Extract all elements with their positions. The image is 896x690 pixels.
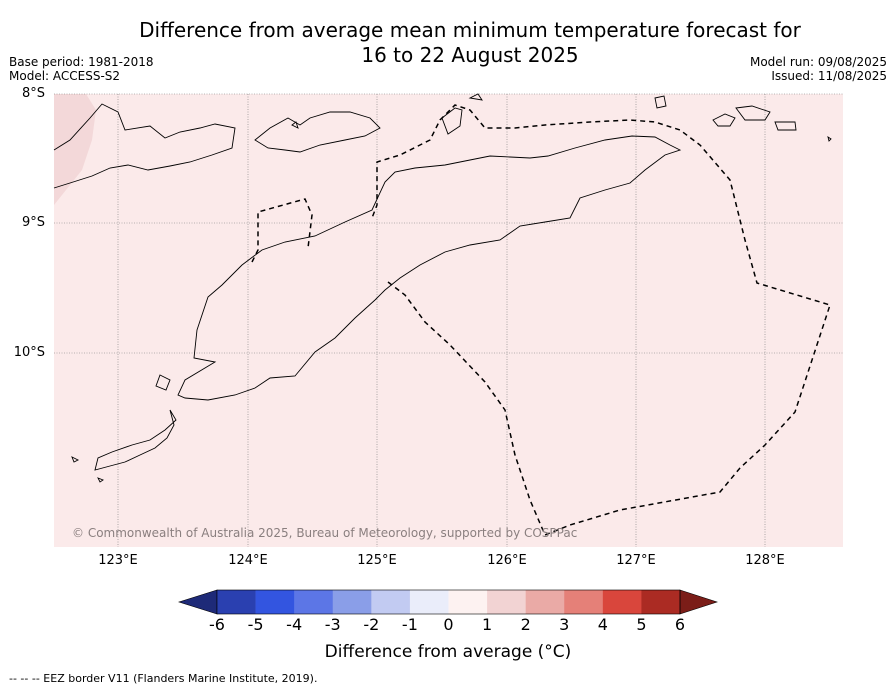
- colorbar-tick-label: -4: [286, 615, 303, 634]
- timor-island-outline: [177, 135, 682, 401]
- colorbar-tick-label: 4: [597, 615, 608, 634]
- eez-border-oecusse: [251, 198, 313, 263]
- shaded-region: [54, 94, 96, 205]
- lon-label-125e: 125°E: [357, 553, 397, 568]
- lon-label-123e: 123°E: [98, 553, 138, 568]
- colorbar-tick-label: 5: [636, 615, 647, 634]
- colorbar-tick-label: 2: [520, 615, 531, 634]
- model-run: Model run: 09/08/2025: [749, 55, 887, 69]
- tiny-island-north: [291, 121, 299, 129]
- colorbar-tick-label: 0: [443, 615, 454, 634]
- copyright-notice: © Commonwealth of Australia 2025, Bureau…: [72, 526, 578, 540]
- leti-moa-outline: [712, 113, 736, 127]
- sermata-outline: [774, 121, 797, 131]
- small-island-2: [97, 477, 104, 483]
- eez-border: [251, 104, 831, 536]
- atauro-island-outline: [441, 107, 463, 135]
- flores-chain-outline: [53, 103, 236, 189]
- lakor-outline: [735, 105, 771, 121]
- colorbar-tick-label: 3: [559, 615, 570, 634]
- small-island-1: [71, 456, 80, 463]
- map-background: [54, 94, 843, 547]
- lon-label-124e: 124°E: [228, 553, 268, 568]
- issued-date: Issued: 11/08/2025: [771, 69, 887, 83]
- eez-footnote: -- -- -- EEZ border V11 (Flanders Marine…: [9, 672, 318, 685]
- title-line-2: 16 to 22 August 2025: [361, 43, 579, 67]
- eez-border-timor-leste: [371, 104, 831, 536]
- colorbar-tick-label: -2: [363, 615, 380, 634]
- metadata-right: Model run: 09/08/2025 Issued: 11/08/2025: [750, 55, 887, 83]
- tiny-island-east: [827, 135, 832, 142]
- small-island-3: [155, 374, 171, 391]
- metadata-left: Base period: 1981-2018 Model: ACCESS-S2: [9, 55, 154, 83]
- lat-label-9s: 9°S: [21, 215, 45, 230]
- map-title: Difference from average mean minimum tem…: [0, 18, 896, 68]
- lat-label-8s: 8°S: [21, 86, 45, 101]
- base-period: Base period: 1981-2018: [9, 55, 154, 69]
- lon-label-128e: 128°E: [745, 553, 785, 568]
- lon-label-126e: 126°E: [487, 553, 527, 568]
- colorbar-title: Difference from average (°C): [324, 642, 572, 662]
- coastlines: [53, 93, 832, 483]
- title-line-1: Difference from average mean minimum tem…: [139, 18, 801, 42]
- rote-island-outline: [94, 409, 177, 471]
- colorbar-tick-label: -3: [324, 615, 341, 634]
- model-name: Model: ACCESS-S2: [9, 69, 121, 83]
- alor-island-outline: [254, 111, 381, 153]
- colorbar-tick-label: 1: [481, 615, 493, 634]
- colorbar-tick-label: -5: [247, 615, 264, 634]
- colorbar-tick-label: -1: [401, 615, 418, 634]
- lon-label-127e: 127°E: [616, 553, 656, 568]
- colorbar-tick-label: 6: [674, 615, 686, 634]
- wetar-north-outline: [468, 93, 483, 101]
- colorbar-tick-label: -6: [209, 615, 225, 634]
- kisar-outline: [654, 95, 667, 109]
- lat-label-10s: 10°S: [13, 345, 45, 360]
